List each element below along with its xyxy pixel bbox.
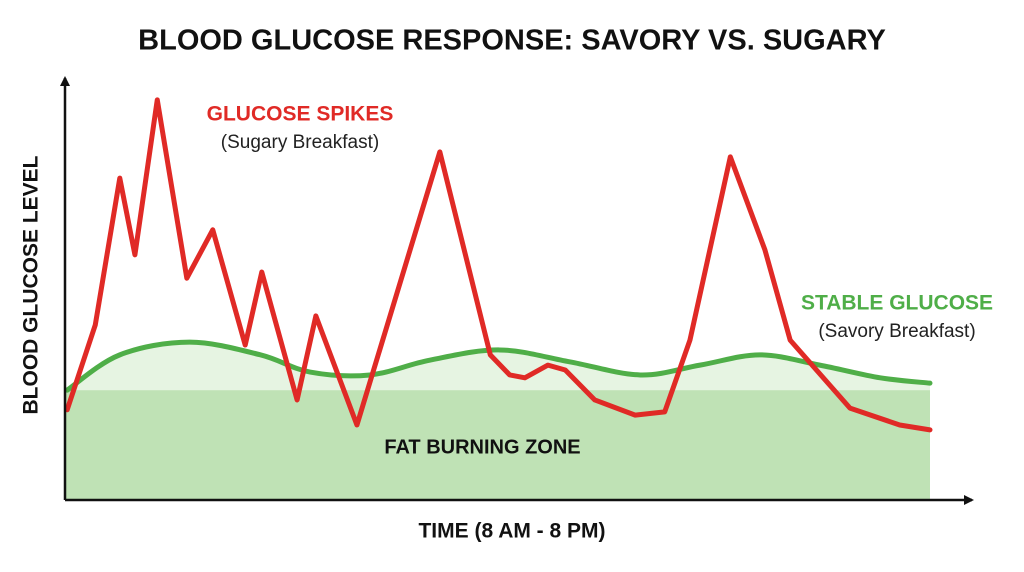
series-line (64, 97, 933, 433)
plot-area: FAT BURNING ZONE STABLE GLUCOSE (Savory Br… (64, 97, 993, 500)
series-label: GLUCOSE SPIKES (207, 103, 394, 126)
series-note: (Savory Breakfast) (818, 321, 975, 342)
series-note: (Sugary Breakfast) (221, 132, 379, 153)
fat-burning-zone (65, 390, 930, 500)
series-line (64, 339, 933, 393)
y-axis-label: BLOOD GLUCOSE LEVEL (20, 155, 43, 414)
zone-label: FAT BURNING ZONE (384, 436, 580, 458)
chart-title: BLOOD GLUCOSE RESPONSE: SAVORY VS. SUGAR… (138, 25, 886, 57)
series-label: STABLE GLUCOSE (801, 292, 993, 315)
x-axis-label: TIME (8 AM - 8 PM) (418, 520, 605, 543)
